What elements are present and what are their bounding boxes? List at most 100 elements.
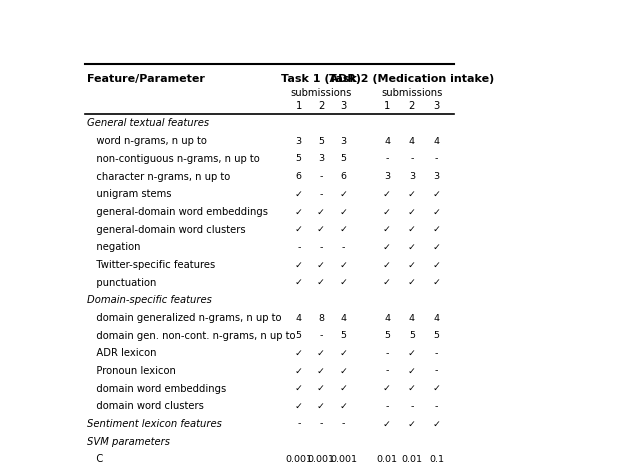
Text: ✓: ✓	[433, 242, 440, 251]
Text: 5: 5	[296, 331, 301, 339]
Text: 0.01: 0.01	[401, 454, 422, 463]
Text: -: -	[342, 419, 345, 428]
Text: 5: 5	[296, 154, 301, 163]
Text: 5: 5	[340, 331, 346, 339]
Text: ✓: ✓	[383, 260, 391, 269]
Text: 0.001: 0.001	[330, 454, 357, 463]
Text: domain word embeddings: domain word embeddings	[88, 383, 227, 393]
Text: Task 2 (Medication intake): Task 2 (Medication intake)	[329, 74, 495, 84]
Text: ✓: ✓	[433, 189, 440, 198]
Text: Pronoun lexicon: Pronoun lexicon	[88, 365, 176, 375]
Text: -: -	[435, 401, 438, 410]
Text: ✓: ✓	[339, 260, 348, 269]
Text: ✓: ✓	[383, 419, 391, 428]
Text: ✓: ✓	[339, 277, 348, 287]
Text: submissions: submissions	[381, 88, 442, 98]
Text: -: -	[319, 419, 323, 428]
Text: ✓: ✓	[408, 242, 416, 251]
Text: -: -	[385, 366, 388, 375]
Text: ✓: ✓	[408, 260, 416, 269]
Text: 8: 8	[318, 313, 324, 322]
Text: word n-grams, n up to: word n-grams, n up to	[88, 136, 207, 146]
Text: ✓: ✓	[339, 207, 348, 216]
Text: unigram stems: unigram stems	[88, 189, 172, 199]
Text: 4: 4	[434, 313, 440, 322]
Text: ✓: ✓	[339, 225, 348, 233]
Text: ✓: ✓	[295, 383, 303, 393]
Text: Sentiment lexicon features: Sentiment lexicon features	[88, 418, 222, 428]
Text: ✓: ✓	[433, 419, 440, 428]
Text: ✓: ✓	[408, 348, 416, 357]
Text: ✓: ✓	[339, 383, 348, 393]
Text: non-contiguous n-grams, n up to: non-contiguous n-grams, n up to	[88, 154, 260, 163]
Text: -: -	[297, 242, 300, 251]
Text: -: -	[319, 242, 323, 251]
Text: ✓: ✓	[383, 383, 391, 393]
Text: ✓: ✓	[295, 189, 303, 198]
Text: 3: 3	[340, 137, 346, 145]
Text: SVM parameters: SVM parameters	[88, 436, 170, 446]
Text: ✓: ✓	[383, 225, 391, 233]
Text: ✓: ✓	[408, 277, 416, 287]
Text: ✓: ✓	[339, 189, 348, 198]
Text: 0.01: 0.01	[376, 454, 397, 463]
Text: ✓: ✓	[295, 366, 303, 375]
Text: 4: 4	[384, 313, 390, 322]
Text: domain generalized n-grams, n up to: domain generalized n-grams, n up to	[88, 313, 282, 322]
Text: general-domain word embeddings: general-domain word embeddings	[88, 206, 268, 216]
Text: domain word clusters: domain word clusters	[88, 400, 204, 411]
Text: -: -	[319, 331, 323, 339]
Text: 1: 1	[384, 100, 390, 111]
Text: 4: 4	[296, 313, 301, 322]
Text: -: -	[297, 419, 300, 428]
Text: -: -	[342, 242, 345, 251]
Text: Domain-specific features: Domain-specific features	[88, 294, 212, 305]
Text: ✓: ✓	[383, 242, 391, 251]
Text: 0.001: 0.001	[308, 454, 335, 463]
Text: ✓: ✓	[295, 225, 303, 233]
Text: -: -	[410, 154, 413, 163]
Text: ✓: ✓	[339, 401, 348, 410]
Text: -: -	[435, 154, 438, 163]
Text: character n-grams, n up to: character n-grams, n up to	[88, 171, 230, 181]
Text: 3: 3	[433, 172, 440, 181]
Text: Task 1 (ADR): Task 1 (ADR)	[281, 74, 361, 84]
Text: 3: 3	[384, 172, 390, 181]
Text: 0.001: 0.001	[285, 454, 312, 463]
Text: ✓: ✓	[295, 277, 303, 287]
Text: 4: 4	[434, 137, 440, 145]
Text: ✓: ✓	[317, 225, 325, 233]
Text: ✓: ✓	[317, 277, 325, 287]
Text: ✓: ✓	[408, 207, 416, 216]
Text: 5: 5	[409, 331, 415, 339]
Text: ✓: ✓	[339, 348, 348, 357]
Text: 3: 3	[433, 100, 440, 111]
Text: ✓: ✓	[317, 348, 325, 357]
Text: 3: 3	[340, 100, 346, 111]
Text: -: -	[319, 189, 323, 198]
Text: ✓: ✓	[408, 366, 416, 375]
Text: ✓: ✓	[317, 260, 325, 269]
Text: -: -	[385, 348, 388, 357]
Text: ✓: ✓	[433, 260, 440, 269]
Text: ✓: ✓	[317, 383, 325, 393]
Text: 6: 6	[340, 172, 346, 181]
Text: ✓: ✓	[433, 207, 440, 216]
Text: ✓: ✓	[408, 419, 416, 428]
Text: ✓: ✓	[295, 348, 303, 357]
Text: domain gen. non-cont. n-grams, n up to: domain gen. non-cont. n-grams, n up to	[88, 330, 296, 340]
Text: ✓: ✓	[339, 366, 348, 375]
Text: ✓: ✓	[383, 277, 391, 287]
Text: ✓: ✓	[408, 225, 416, 233]
Text: 5: 5	[434, 331, 440, 339]
Text: 5: 5	[318, 137, 324, 145]
Text: ✓: ✓	[317, 401, 325, 410]
Text: -: -	[435, 366, 438, 375]
Text: General textual features: General textual features	[88, 118, 209, 128]
Text: ✓: ✓	[317, 207, 325, 216]
Text: negation: negation	[88, 242, 141, 252]
Text: C: C	[88, 454, 104, 463]
Text: ✓: ✓	[433, 383, 440, 393]
Text: -: -	[385, 401, 388, 410]
Text: general-domain word clusters: general-domain word clusters	[88, 224, 246, 234]
